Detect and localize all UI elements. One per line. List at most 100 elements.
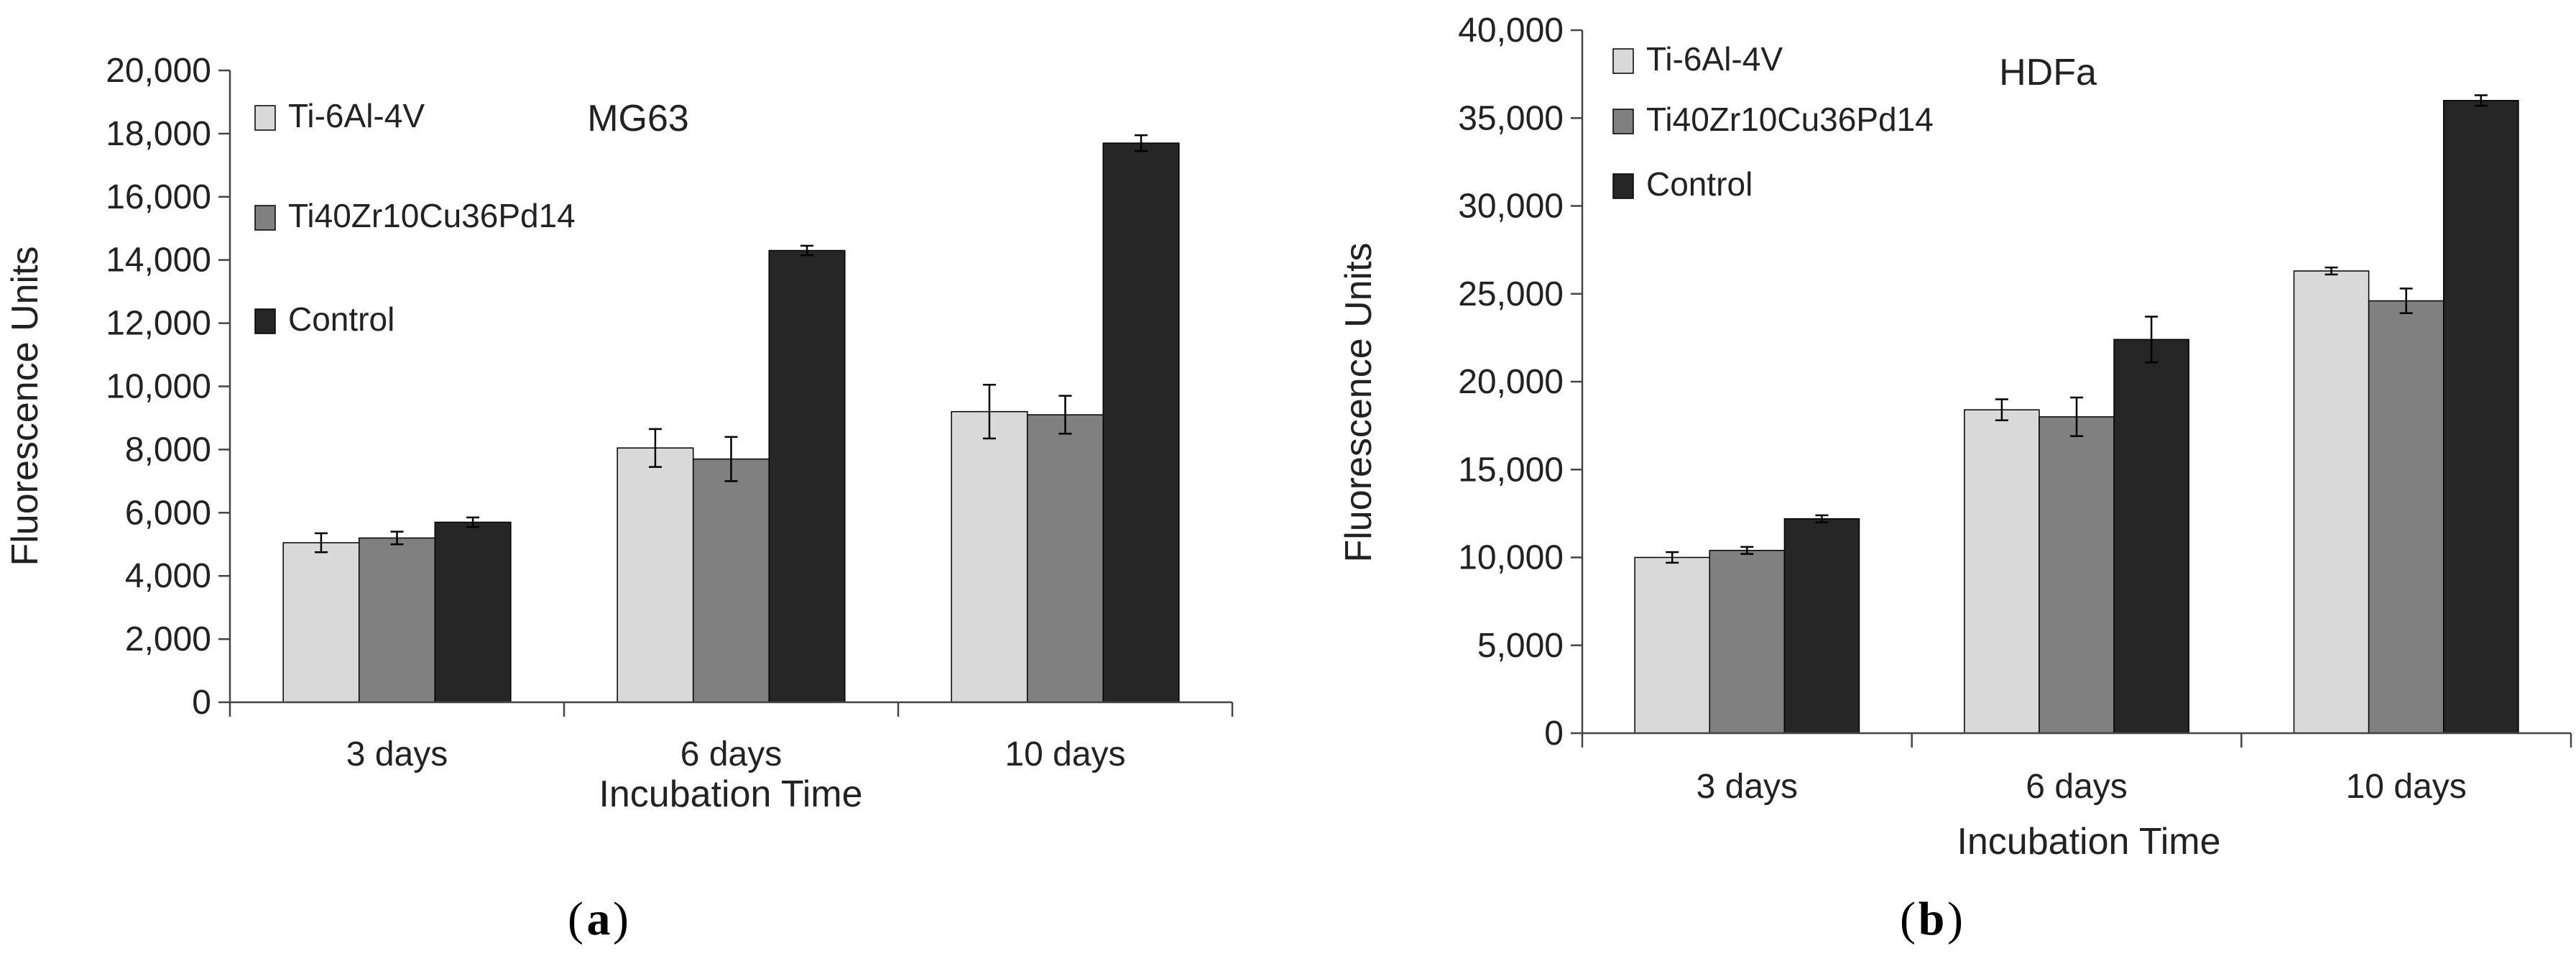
y-tick-label: 2,000 (125, 620, 211, 658)
axes (1571, 29, 2572, 748)
axes (218, 69, 1234, 717)
y-tick-labels: 0 2,000 4,000 6,000 8,000 10,000 12,000 14,000 1… (106, 52, 211, 722)
legend: Ti-6Al-4V Ti40Zr10Cu36Pd14 Control (1612, 40, 1934, 203)
error-bar (2474, 94, 2488, 107)
bar-control-6-days (768, 249, 846, 703)
y-tick-label: 16,000 (106, 178, 211, 216)
legend-swatch (254, 205, 276, 231)
caption-b: ( b ) (1900, 893, 1963, 945)
x-tick-label: 3 days (1696, 768, 1798, 806)
chart-panel-a: MG63 Fluorescence Units Incubation Time … (4, 52, 1234, 815)
legend-swatch (254, 105, 276, 131)
y-tick-label: 25,000 (1458, 275, 1564, 313)
caption-a-letter: a (587, 893, 611, 945)
y-axis-label: Fluorescence Units (4, 246, 46, 566)
bar-ti-6al-4v-3-days (1634, 556, 1711, 734)
bars (282, 142, 1180, 703)
bar-ti40zr10cu36pd14-6-days (692, 458, 770, 703)
legend-swatch (254, 308, 276, 334)
bar-ti-6al-4v-10-days (951, 410, 1028, 703)
y-tick-label: 12,000 (106, 305, 211, 343)
y-tick-label: 40,000 (1458, 12, 1564, 50)
bars (1634, 100, 2519, 734)
legend-label: Control (1646, 165, 1753, 203)
bar-ti-6al-4v-6-days (1964, 409, 2040, 734)
y-axis-label: Fluorescence Units (1338, 242, 1380, 562)
error-bar (2399, 288, 2413, 314)
legend-item: Control (1612, 165, 1753, 203)
svg-text:(: ( (568, 893, 583, 945)
legend-swatch (1612, 173, 1634, 199)
bar-ti40zr10cu36pd14-10-days (2368, 300, 2445, 734)
error-bar (466, 516, 480, 528)
y-tick-label: 20,000 (1458, 363, 1564, 401)
legend-label: Control (288, 300, 394, 338)
x-axis-label: Incubation Time (599, 773, 862, 815)
bar-ti-6al-4v-10-days (2293, 270, 2370, 734)
error-bar (314, 532, 328, 553)
error-bar (724, 436, 738, 482)
x-axis-label: Incubation Time (1957, 821, 2220, 863)
bar-control-3-days (1783, 518, 1860, 734)
error-bars (314, 134, 1148, 553)
error-bar (2070, 396, 2083, 438)
y-tick-label: 0 (192, 684, 211, 722)
x-tick-label: 6 days (2026, 768, 2127, 806)
bar-ti40zr10cu36pd14-10-days (1026, 414, 1104, 703)
bar-ti40zr10cu36pd14-6-days (2039, 416, 2115, 734)
x-tick-labels: 3 days 6 days 10 days (1696, 768, 2467, 806)
bar-ti40zr10cu36pd14-3-days (1709, 549, 1786, 734)
x-tick-labels: 3 days 6 days 10 days (346, 735, 1126, 773)
legend-item: Ti-6Al-4V (254, 97, 425, 134)
legend-label: Ti40Zr10Cu36Pd14 (1646, 101, 1934, 138)
legend-item: Ti-6Al-4V (1612, 40, 1783, 78)
y-tick-label: 10,000 (106, 368, 211, 406)
legend-label: Ti40Zr10Cu36Pd14 (288, 197, 576, 234)
error-bar (1815, 514, 1829, 523)
chart-title: HDFa (1999, 52, 2097, 93)
legend-swatch (1612, 48, 1634, 74)
bar-ti-6al-4v-6-days (617, 447, 694, 703)
legend-label: Ti-6Al-4V (288, 97, 425, 134)
y-tick-label: 0 (1544, 714, 1564, 753)
y-tick-label: 10,000 (1458, 539, 1564, 577)
legend-item: Ti40Zr10Cu36Pd14 (1612, 101, 1934, 138)
chart-title: MG63 (587, 98, 689, 139)
y-tick-label: 15,000 (1458, 451, 1564, 489)
legend-swatch (1612, 109, 1634, 134)
y-tick-label: 18,000 (106, 115, 211, 153)
bar-control-10-days (1102, 142, 1180, 703)
svg-text:(: ( (1900, 893, 1916, 945)
error-bar (982, 384, 996, 440)
error-bar (390, 530, 404, 546)
chart-panel-b: HDFa Fluorescence Units Incubation Time … (1338, 12, 2572, 863)
bar-ti40zr10cu36pd14-3-days (358, 537, 436, 703)
error-bar (648, 428, 662, 468)
error-bar (2325, 266, 2338, 276)
y-tick-label: 20,000 (106, 52, 211, 90)
error-bar (1058, 395, 1072, 435)
svg-text:): ) (1947, 893, 1963, 945)
error-bars (1666, 94, 2488, 564)
legend-item: Control (254, 300, 394, 338)
y-tick-label: 4,000 (125, 557, 211, 595)
y-tick-label: 5,000 (1477, 627, 1564, 665)
error-bar (1740, 546, 1754, 555)
x-tick-label: 3 days (346, 735, 448, 773)
x-tick-label: 10 days (2346, 768, 2467, 806)
svg-text:): ) (613, 893, 629, 945)
error-bar (1995, 398, 2008, 422)
bar-control-6-days (2113, 339, 2189, 734)
caption-b-letter: b (1919, 893, 1945, 945)
legend-label: Ti-6Al-4V (1646, 40, 1783, 78)
bar-ti-6al-4v-3-days (282, 542, 360, 703)
bar-control-10-days (2442, 100, 2519, 734)
error-bar (1135, 134, 1148, 152)
y-tick-label: 8,000 (125, 431, 211, 469)
y-tick-label: 35,000 (1458, 99, 1564, 137)
legend: Ti-6Al-4V Ti40Zr10Cu36Pd14 Control (254, 97, 576, 338)
x-tick-label: 6 days (680, 735, 782, 773)
error-bar (1666, 551, 1679, 564)
caption-a: ( a ) (568, 893, 629, 945)
